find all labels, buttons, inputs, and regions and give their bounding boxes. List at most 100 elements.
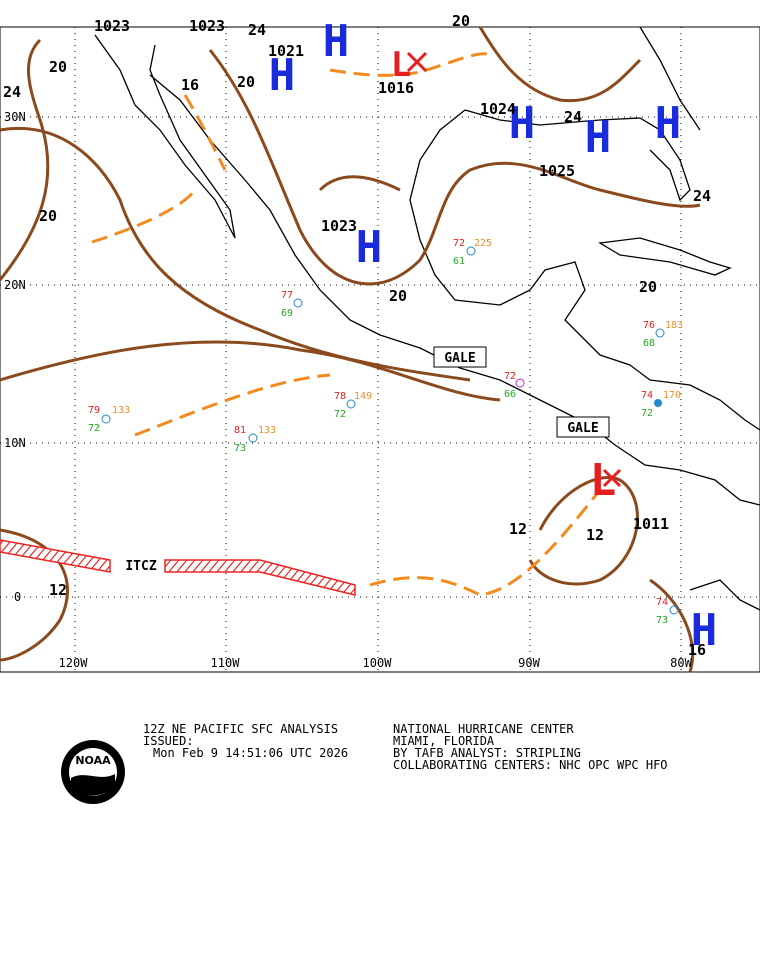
station: 74 72 170 <box>641 390 681 419</box>
isobar-label: 20 <box>452 12 470 30</box>
logo-wave <box>71 774 115 796</box>
low-symbol: L <box>590 455 617 506</box>
station-wind: 225 <box>474 238 492 249</box>
isobar-label: 20 <box>237 73 255 91</box>
footer-location: MIAMI, FLORIDA <box>393 734 495 748</box>
station-temp: 78 <box>334 391 346 402</box>
station-temp: 72 <box>453 238 465 249</box>
coastline <box>94 26 760 611</box>
station-wind: 170 <box>663 390 681 401</box>
highs: H H H H H H H <box>269 16 718 656</box>
station-circle <box>655 328 665 338</box>
station-dew: 66 <box>504 389 516 400</box>
lon-label: 90W <box>518 656 540 670</box>
station-dew: 72 <box>88 423 100 434</box>
station-dew: 72 <box>641 408 653 419</box>
station-temp: 79 <box>88 405 100 416</box>
station: 77 69 <box>281 290 303 319</box>
station-circle <box>669 605 679 615</box>
lat-labels: 30N 20N 10N 0 <box>4 110 26 604</box>
station: 72 66 <box>504 371 525 400</box>
center-pressure: 1023 <box>321 217 357 235</box>
footer-center: NATIONAL HURRICANE CENTER <box>393 722 574 736</box>
station-wind: 183 <box>665 320 683 331</box>
station: 81 73 133 <box>234 425 276 454</box>
lows: L L <box>391 45 616 506</box>
isobar-label: 24 <box>3 83 21 101</box>
station: 79 72 133 <box>88 405 130 434</box>
isobar-label: 12 <box>509 520 527 538</box>
station: 78 72 149 <box>334 391 372 420</box>
station-dew: 73 <box>234 443 246 454</box>
lon-label: 120W <box>59 656 89 670</box>
station-dew: 73 <box>656 615 668 626</box>
lat-label: 30N <box>4 110 26 124</box>
high-symbol: H <box>585 112 612 163</box>
annotations: GALE GALE ITCZ <box>118 346 610 574</box>
station-circle <box>293 298 303 308</box>
station-circle <box>654 399 662 407</box>
footer-issued: ISSUED: <box>143 734 194 748</box>
noaa-logo: NOAA <box>61 740 125 804</box>
isobar-label: 24 <box>693 187 711 205</box>
station-wind: 149 <box>354 391 372 402</box>
station-dew: 72 <box>334 409 346 420</box>
center-pressure: 1024 <box>480 100 516 118</box>
station-wind: 133 <box>258 425 276 436</box>
isobar-label: 24 <box>248 21 266 39</box>
itcz <box>0 539 356 596</box>
station-circle <box>248 433 258 443</box>
high-symbol: H <box>691 605 718 656</box>
isobar-label: 12 <box>586 526 604 544</box>
isobars <box>0 26 701 673</box>
high-symbol: H <box>356 222 383 273</box>
isobar-label: 24 <box>564 108 582 126</box>
station-circle <box>466 246 476 256</box>
center-pressure: 1021 <box>268 42 304 60</box>
graticule <box>0 27 760 672</box>
station: 76 68 183 <box>643 320 683 349</box>
station-dew: 61 <box>453 256 465 267</box>
isobar-label: 16 <box>688 641 706 659</box>
station: 72 61 225 <box>453 238 492 267</box>
high-symbol: H <box>509 98 536 149</box>
footer-collaborating: COLLABORATING CENTERS: NHC OPC WPC HFO <box>393 758 668 772</box>
gale-box <box>556 416 610 438</box>
station-dew: 68 <box>643 338 655 349</box>
station: 74 73 <box>656 597 679 626</box>
station-temp: 81 <box>234 425 246 436</box>
center-pressure: 1023 <box>189 17 225 35</box>
isobar-label: 20 <box>389 287 407 305</box>
footer-product: 12Z NE PACIFIC SFC ANALYSIS <box>143 722 338 736</box>
station-temp: 74 <box>656 597 668 608</box>
itcz-bg <box>118 557 164 573</box>
lon-label: 100W <box>363 656 393 670</box>
station-dew: 69 <box>281 308 293 319</box>
center-pressure: 1023 <box>94 17 130 35</box>
footer-time: Mon Feb 9 14:51:06 UTC 2026 <box>153 746 348 760</box>
footer-analyst: BY TAFB ANALYST: STRIPLING <box>393 746 581 760</box>
footer: 12Z NE PACIFIC SFC ANALYSIS ISSUED: Mon … <box>143 722 668 772</box>
station-wind: 133 <box>112 405 130 416</box>
isobar-label: 12 <box>49 581 67 599</box>
station-temp: 76 <box>643 320 655 331</box>
pressure-values: 1023 1021 1024 1025 1016 1023 1023 1011 <box>94 17 669 533</box>
station-circle <box>101 414 111 424</box>
lon-label: 110W <box>211 656 241 670</box>
lat-label: 10N <box>4 436 26 450</box>
troughs <box>91 52 602 597</box>
lon-labels: 120W 110W 100W 90W 80W <box>59 656 693 670</box>
center-pressure: 1011 <box>633 515 669 533</box>
center-pressure: 1025 <box>539 162 575 180</box>
logo-text: NOAA <box>75 754 111 767</box>
isobar-label: 20 <box>639 278 657 296</box>
lon-label: 80W <box>670 656 692 670</box>
center-pressure: 1016 <box>378 79 414 97</box>
low-symbol: L <box>391 45 411 85</box>
station-circle <box>515 378 525 388</box>
high-symbol: H <box>655 98 682 149</box>
high-symbol: H <box>269 50 296 101</box>
gale-label: GALE <box>444 351 475 366</box>
